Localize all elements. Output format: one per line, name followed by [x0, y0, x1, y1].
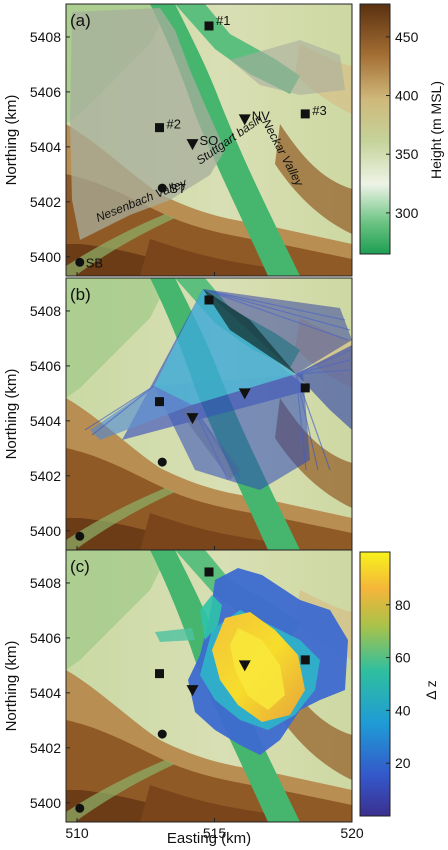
site-label: SB	[86, 255, 103, 270]
site-marker-triangle	[186, 139, 199, 151]
colorbar-delta-z-label: Δ z	[423, 680, 439, 699]
colorbar-height-ticks: 300 350 400 450	[386, 29, 419, 221]
colorbar-delta-z-ticks: 20 40 60 80	[386, 597, 411, 771]
urban-area-east	[230, 40, 345, 95]
scan-beams	[84, 289, 352, 490]
site-marker-circle	[157, 729, 167, 739]
axes-frame	[65, 549, 353, 823]
panel-label: (c)	[70, 557, 90, 576]
colorbar-tick-label: 300	[395, 205, 419, 221]
colorbar-delta-z: 20 40 60 80 Δ z	[359, 551, 439, 817]
x-tick-label: 520	[340, 825, 364, 841]
y-axis-label-b: Northing (km)	[3, 369, 20, 460]
colorbar-tick-label: 80	[395, 597, 411, 613]
panel-a-x-ticks	[76, 272, 353, 276]
panel-b: (b) 5400 5402 5404 5406 5408 Northing (km)	[3, 277, 353, 551]
colorbar-tick-label: 350	[395, 146, 419, 162]
y-axis-label-c: Northing (km)	[3, 641, 20, 732]
site-label: ST	[169, 181, 186, 196]
site-marker-circle	[157, 457, 167, 467]
site-label: NV	[252, 108, 270, 123]
panel-label: (b)	[70, 285, 91, 304]
delta-z-field	[155, 568, 348, 755]
y-tick-label: 5406	[30, 358, 61, 374]
y-tick-label: 5406	[30, 84, 61, 100]
y-tick-label: 5402	[30, 194, 61, 210]
site-label: SO	[200, 133, 219, 148]
x-tick-label: 515	[203, 825, 227, 841]
site-marker-square	[204, 567, 214, 577]
colorbar-tick-label: 40	[395, 702, 411, 718]
y-tick-label: 5406	[30, 630, 61, 646]
site-marker-square	[204, 295, 214, 305]
colorbar-height-gradient	[359, 3, 391, 255]
colorbar-delta-z-gradient	[359, 551, 391, 817]
site-marker-square	[155, 123, 164, 133]
site-marker-square	[300, 109, 310, 119]
x-tick-label: 510	[65, 825, 89, 841]
y-tick-label: 5400	[30, 795, 61, 811]
colorbar-height: 300 350 400 450 Height (m MSL)	[359, 3, 444, 255]
y-tick-label: 5402	[30, 740, 61, 756]
y-tick-label: 5402	[30, 468, 61, 484]
panel-a-y-ticks: 5400 5402 5404 5406 5408	[30, 29, 70, 265]
site-marker-circle	[75, 257, 85, 267]
urban-area	[70, 8, 225, 240]
y-tick-label: 5400	[30, 249, 61, 265]
site-marker-circle	[157, 183, 167, 193]
panel-b-x-ticks	[76, 546, 353, 550]
site-marker-triangle	[238, 114, 251, 126]
site-marker-triangle	[186, 413, 199, 425]
x-axis-label: Easting (km)	[167, 830, 251, 847]
y-tick-label: 5404	[30, 685, 61, 701]
colorbar-height-label: Height (m MSL)	[428, 81, 444, 179]
panel-c-y-ticks: 5400 5402 5404 5406 5408	[30, 575, 70, 811]
panel-c-x-ticks: 510 515 520	[65, 818, 364, 841]
panel-c-markers	[75, 567, 310, 813]
colorbar-tick-label: 60	[395, 650, 411, 666]
site-marker-triangle	[238, 660, 251, 672]
y-tick-label: 5400	[30, 523, 61, 539]
site-label: #3	[312, 103, 326, 118]
site-label: #2	[167, 117, 181, 132]
site-marker-square	[300, 655, 310, 665]
panel-b-markers	[75, 295, 310, 541]
site-marker-circle	[75, 531, 85, 541]
y-tick-label: 5408	[30, 303, 61, 319]
y-tick-label: 5408	[30, 29, 61, 45]
site-marker-square	[155, 397, 164, 407]
panel-b-y-ticks: 5400 5402 5404 5406 5408	[30, 303, 70, 539]
y-axis-label-a: Northing (km)	[3, 95, 20, 186]
panel-c: (c) 5400 5402 5404 5406 5408 510 515 520 North…	[3, 549, 364, 847]
y-tick-label: 5404	[30, 413, 61, 429]
panel-a-markers: #1 #2 #3 NV SO ST SB	[75, 13, 327, 270]
site-label: #1	[216, 13, 230, 28]
site-marker-circle	[75, 803, 85, 813]
colorbar-tick-label: 400	[395, 88, 419, 104]
colorbar-tick-label: 450	[395, 29, 419, 45]
panel-a: (a) Stuttgart basin Nesenbach Valley Nec…	[3, 3, 353, 277]
axes-frame	[65, 3, 353, 277]
y-tick-label: 5404	[30, 139, 61, 155]
site-marker-square	[155, 669, 164, 679]
panel-label: (a)	[70, 11, 91, 30]
site-marker-triangle	[238, 388, 251, 400]
site-marker-square	[204, 21, 214, 31]
colorbar-tick-label: 20	[395, 755, 411, 771]
site-marker-square	[300, 383, 310, 393]
site-marker-triangle	[186, 685, 199, 697]
y-tick-label: 5408	[30, 575, 61, 591]
